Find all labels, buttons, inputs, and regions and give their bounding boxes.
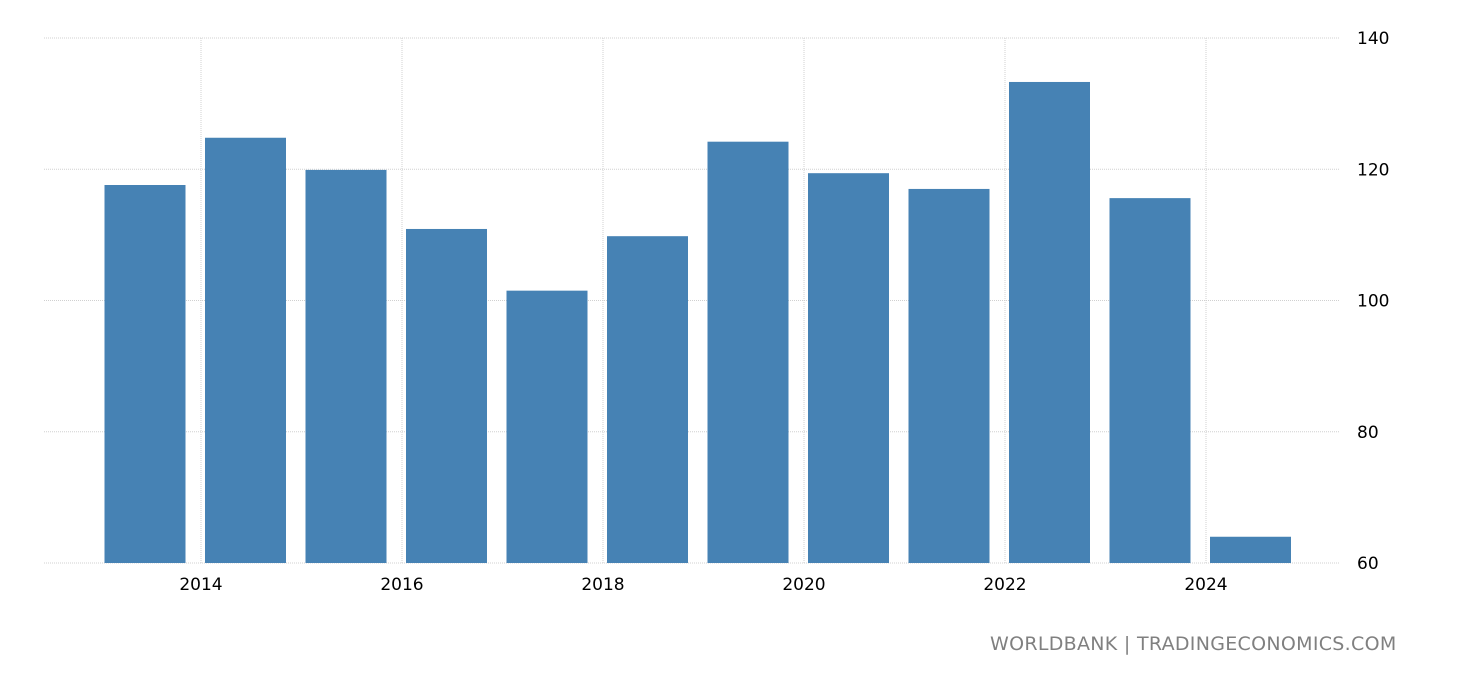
- source-label: WORLDBANK | TRADINGECONOMICS.COM: [990, 633, 1397, 655]
- bar-2017: [506, 290, 588, 563]
- y-tick-label: 140: [1357, 29, 1389, 49]
- y-tick-label: 120: [1357, 160, 1389, 180]
- bar-2013: [104, 185, 186, 563]
- bar-2019: [707, 141, 789, 563]
- bar-2020: [808, 173, 889, 563]
- x-tick-label: 2024: [1184, 575, 1227, 595]
- y-tick-label: 80: [1357, 423, 1379, 443]
- bar-2016: [406, 228, 487, 563]
- bar-2021: [908, 188, 990, 563]
- x-tick-label: 2016: [380, 575, 423, 595]
- bar-2024: [1210, 536, 1291, 563]
- x-tick-label: 2014: [179, 575, 222, 595]
- bar-chart: 60 80 100 120 140 2014 2016 2018 2020 2022 2024: [44, 29, 1389, 595]
- bar-2014: [205, 137, 286, 563]
- bar-2015: [305, 169, 387, 563]
- x-tick-label: 2022: [983, 575, 1026, 595]
- x-tick-label: 2020: [782, 575, 825, 595]
- y-tick-label: 60: [1357, 554, 1379, 574]
- x-tick-label: 2018: [581, 575, 624, 595]
- bar-2018: [607, 236, 688, 563]
- bar-2022: [1009, 81, 1090, 563]
- bar-2023: [1109, 198, 1191, 563]
- y-tick-label: 100: [1357, 292, 1389, 312]
